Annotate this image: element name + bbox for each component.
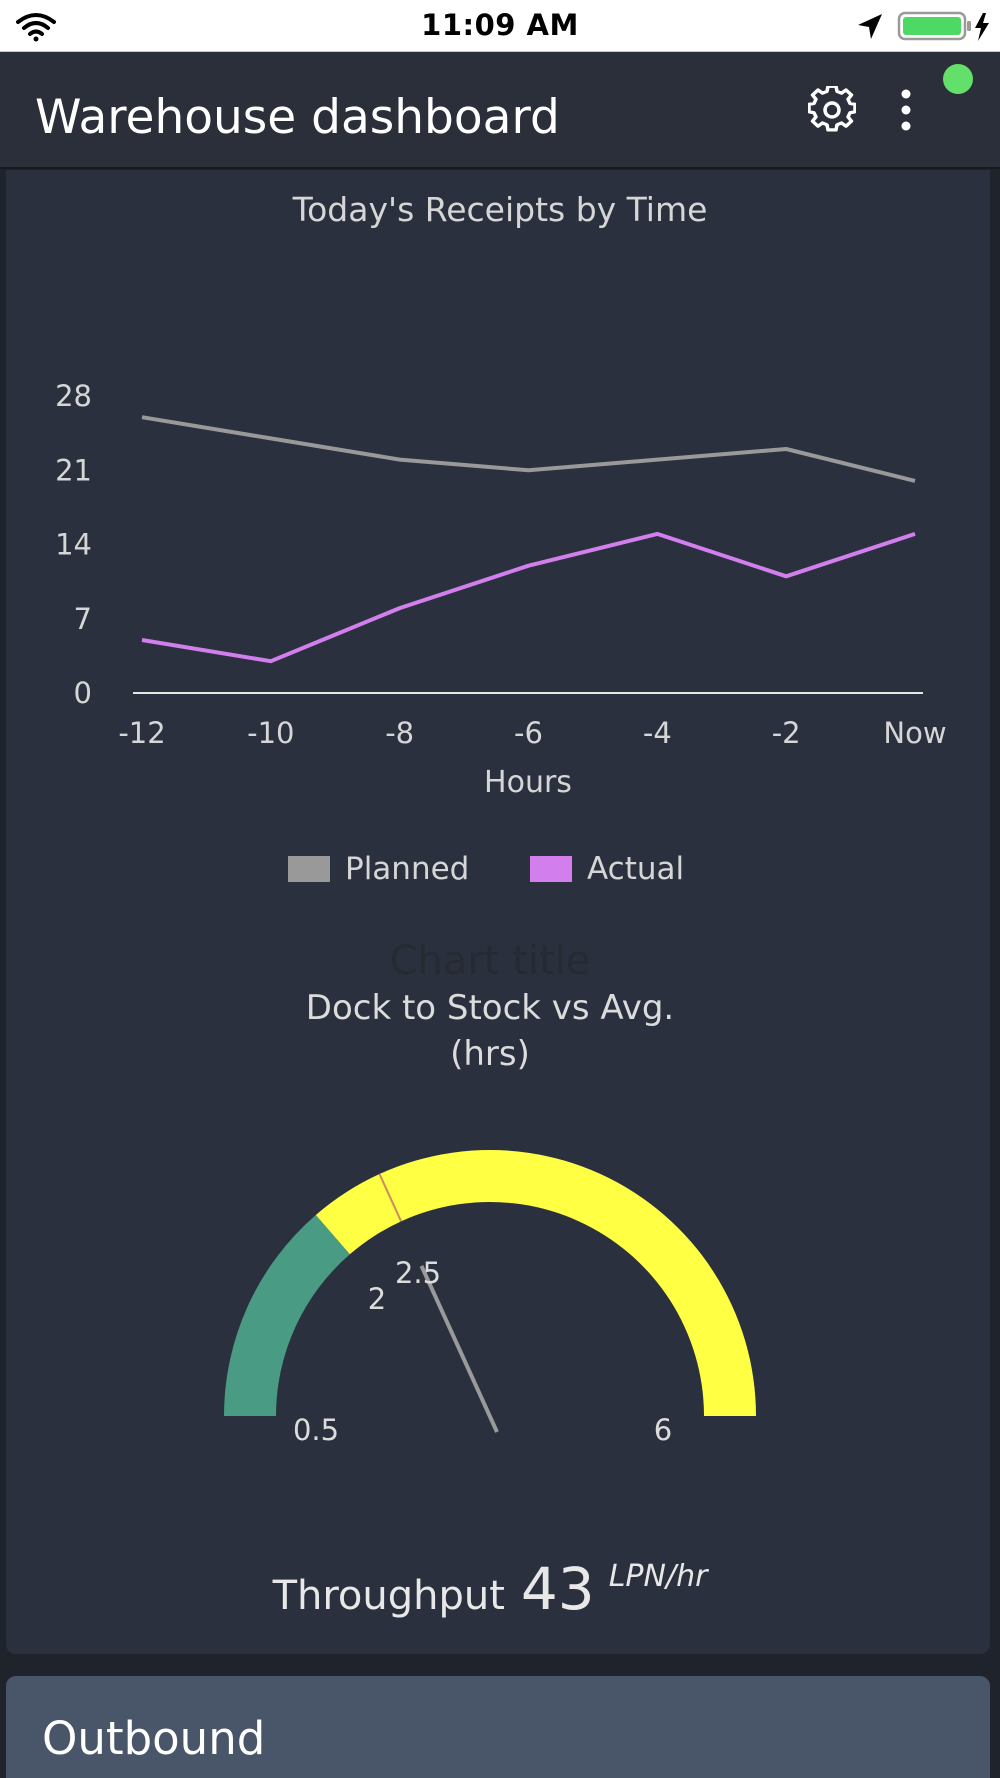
legend-label-actual: Actual xyxy=(587,851,685,887)
x-tick-label: -6 xyxy=(514,716,543,750)
legend-swatch-planned xyxy=(288,856,330,882)
gauge-title: Dock to Stock vs Avg. (hrs) xyxy=(0,985,980,1077)
gauge-band-1 xyxy=(315,1150,756,1416)
dock-to-stock-gauge: 0.5 6 2 2.5 xyxy=(224,1150,756,1447)
legend-label-planned: Planned xyxy=(345,851,470,887)
legend-item-planned[interactable]: Planned xyxy=(288,851,470,887)
battery-charging-icon xyxy=(897,11,989,41)
throughput-metric: Throughput 43 LPN/hr xyxy=(0,1555,980,1623)
online-status-dot xyxy=(943,64,973,94)
throughput-label: Throughput xyxy=(272,1573,505,1619)
legend-swatch-actual xyxy=(530,856,572,882)
receipts-line-chart: 0 7 14 21 28 -12 -10 -8 -6 -4 -2 Now Hours xyxy=(55,379,946,800)
x-tick-label: -10 xyxy=(247,716,294,750)
x-tick-label: Now xyxy=(883,716,946,750)
inbound-card xyxy=(6,170,990,1654)
status-bar: 11:09 AM xyxy=(0,0,1000,52)
gauge-band-0 xyxy=(224,1214,350,1416)
y-tick-label: 7 xyxy=(74,602,92,636)
outbound-title: Outbound xyxy=(42,1712,266,1765)
y-tick-label: 14 xyxy=(55,528,92,562)
x-tick-label: -12 xyxy=(118,716,165,750)
gauge-title-line2: (hrs) xyxy=(450,1034,530,1074)
legend-item-actual[interactable]: Actual xyxy=(530,851,685,887)
outbound-card[interactable]: Outbound xyxy=(6,1676,990,1778)
gauge-needle xyxy=(419,1265,499,1433)
more-vertical-icon[interactable] xyxy=(896,86,916,134)
x-tick-label: -2 xyxy=(772,716,801,750)
chart-legend: Planned Actual xyxy=(0,851,1000,887)
gauge-min-label: 0.5 xyxy=(293,1413,339,1447)
receipts-chart-title: Today's Receipts by Time xyxy=(292,190,708,229)
throughput-value: 43 xyxy=(520,1555,595,1623)
status-time: 11:09 AM xyxy=(421,8,579,42)
wifi-icon xyxy=(16,13,56,42)
x-tick-label: -4 xyxy=(643,716,672,750)
gauge-band-label: 2 xyxy=(368,1282,386,1316)
x-axis-label: Hours xyxy=(484,765,572,800)
gauge-max-label: 6 xyxy=(654,1413,672,1447)
throughput-unit: LPN/hr xyxy=(608,1559,708,1594)
y-tick-label: 21 xyxy=(55,453,92,487)
gauge-average-marker xyxy=(378,1173,403,1222)
y-tick-label: 0 xyxy=(74,676,92,710)
gear-icon[interactable] xyxy=(808,86,856,134)
series-line-planned xyxy=(141,415,916,483)
y-tick-label: 28 xyxy=(55,379,92,413)
location-arrow-icon xyxy=(858,14,882,39)
app-header: Warehouse dashboard xyxy=(0,52,1000,169)
x-tick-label: -8 xyxy=(385,716,414,750)
series-line-actual xyxy=(141,531,916,664)
gauge-title-line1: Dock to Stock vs Avg. xyxy=(305,988,675,1028)
gauge-ghost-title: Chart title xyxy=(389,938,591,984)
gauge-marker-label: 2.5 xyxy=(395,1256,441,1290)
page-title: Warehouse dashboard xyxy=(35,90,560,145)
